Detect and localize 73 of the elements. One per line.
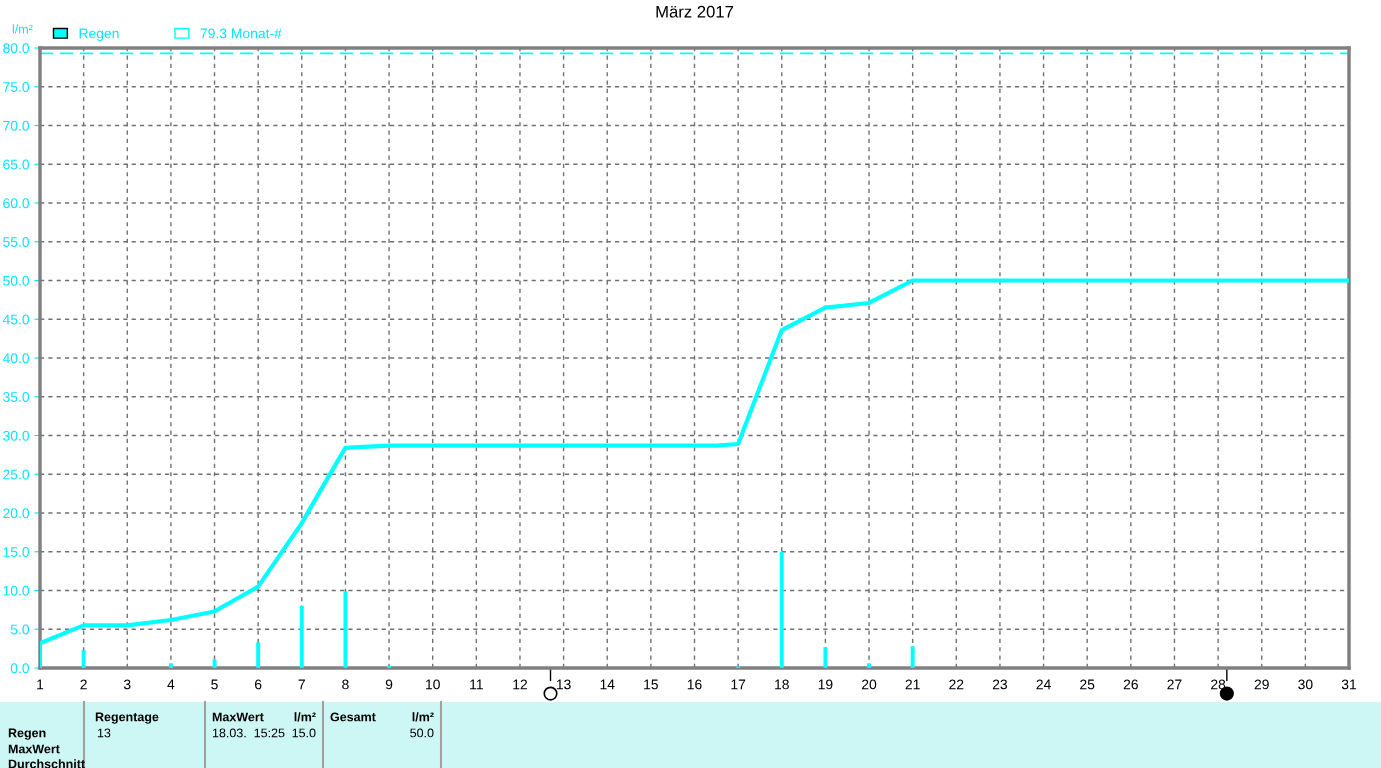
y-tick-label: 10.0 xyxy=(3,585,30,596)
y-tick-label: 25.0 xyxy=(3,469,30,480)
text: 15.0 xyxy=(292,728,316,738)
x-tick-label: 21 xyxy=(905,679,920,690)
text: MaxWert xyxy=(8,744,60,754)
y-tick-label: 80.0 xyxy=(3,43,30,54)
x-tick-label: 15 xyxy=(644,679,659,690)
text: Gesamt xyxy=(330,712,376,722)
x-tick-label: 1 xyxy=(37,679,44,690)
y-tick-label: 60.0 xyxy=(3,198,30,209)
text: l/m² xyxy=(412,712,434,722)
text: MaxWert xyxy=(212,712,264,722)
x-tick-label: 20 xyxy=(862,679,877,690)
x-tick-label: 3 xyxy=(123,679,131,690)
x-tick-label: 25 xyxy=(1080,679,1095,690)
x-tick-label: 24 xyxy=(1036,679,1051,690)
x-tick-label: 13 xyxy=(556,679,571,690)
x-tick-label: 14 xyxy=(600,679,615,690)
x-tick-label: 23 xyxy=(992,679,1008,690)
y-tick-label: 5.0 xyxy=(10,624,30,635)
x-tick-label: 11 xyxy=(470,679,483,690)
x-tick-label: 12 xyxy=(513,679,527,690)
x-tick-label: 6 xyxy=(255,679,262,690)
x-tick-label: 17 xyxy=(731,679,746,690)
chart-title: März 2017 xyxy=(656,5,734,18)
x-tick-label: 10 xyxy=(426,679,440,690)
bar xyxy=(256,642,261,668)
text: 13 xyxy=(97,728,111,738)
text: Regentage xyxy=(95,712,159,724)
bar xyxy=(168,663,173,668)
y-tick-label: 35.0 xyxy=(3,392,30,402)
text: Durchschnitt xyxy=(8,759,85,768)
x-tick-label: 18 xyxy=(775,679,789,690)
y-tick-label: 20.0 xyxy=(3,508,30,519)
bar xyxy=(867,663,871,668)
x-tick-label: 2 xyxy=(80,679,87,690)
legend-label: Regen xyxy=(79,28,119,42)
y-tick-label: 70.0 xyxy=(3,120,30,131)
bar xyxy=(299,606,304,668)
y-tick-label: 65.0 xyxy=(3,159,30,170)
x-tick-label: 26 xyxy=(1123,679,1138,690)
bar xyxy=(343,591,348,668)
x-tick-label: 4 xyxy=(167,679,175,690)
bar xyxy=(779,551,784,668)
x-tick-label: 16 xyxy=(687,679,702,690)
x-tick-label: 29 xyxy=(1254,679,1269,690)
y-tick-label: 50.0 xyxy=(3,275,30,286)
text: 50.0 xyxy=(410,728,434,738)
y-tick-label: 30.0 xyxy=(3,430,30,441)
y-tick-label: 55.0 xyxy=(3,237,30,247)
x-tick-label: 31 xyxy=(1341,679,1357,690)
y-tick-label: 75.0 xyxy=(3,82,30,92)
y-axis-title: l/m² xyxy=(12,24,33,34)
y-tick-label: 0.0 xyxy=(10,663,30,674)
x-tick-label: 9 xyxy=(385,679,393,690)
text: l/m² xyxy=(294,712,316,722)
x-tick-label: 19 xyxy=(818,679,833,690)
text: Regen xyxy=(8,728,46,740)
bar xyxy=(823,647,828,668)
legend-label: 79.3 Monat-# xyxy=(200,28,282,39)
bar xyxy=(81,650,86,668)
bar xyxy=(910,646,915,668)
x-tick-label: 5 xyxy=(211,679,218,690)
x-tick-label: 7 xyxy=(298,679,305,690)
text: 18.03. 15:25 xyxy=(212,728,285,738)
x-tick-label: 28 xyxy=(1211,679,1226,690)
x-tick-label: 22 xyxy=(949,679,964,690)
x-tick-label: 30 xyxy=(1298,679,1313,690)
y-tick-label: 15.0 xyxy=(3,547,30,557)
y-tick-label: 45.0 xyxy=(2,314,30,325)
y-tick-label: 40.0 xyxy=(2,353,30,364)
x-tick-label: 8 xyxy=(342,679,349,690)
x-tick-label: 27 xyxy=(1167,679,1182,690)
